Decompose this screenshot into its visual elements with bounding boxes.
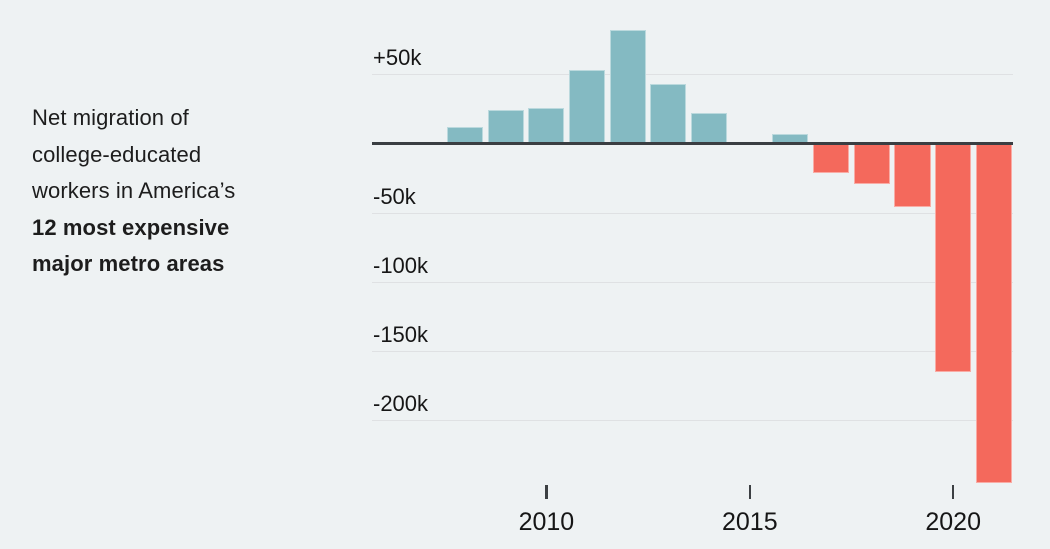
bar-2020 (935, 143, 972, 372)
description-line-4: 12 most expensive (32, 214, 230, 240)
gridline--100k (372, 281, 1013, 283)
description-line-3: workers in America’s (32, 178, 236, 203)
x-tick-2010 (545, 485, 548, 499)
bar-2017 (813, 143, 850, 173)
bar-2018 (853, 143, 890, 184)
bar-2021 (975, 143, 1012, 483)
y-axis-label--50k: -50k (373, 183, 416, 209)
bar-2013 (650, 84, 687, 144)
x-tick-2015 (748, 485, 751, 499)
gridline--200k (372, 420, 1013, 422)
gridline--50k (372, 212, 1013, 214)
x-tick-label-2020: 2020 (925, 508, 981, 536)
y-axis-label--100k: -100k (373, 252, 429, 278)
zero-axis-line (372, 142, 1013, 145)
description-line-2: college-educated (32, 141, 202, 167)
x-tick-2020 (951, 485, 955, 499)
bar-2014 (691, 113, 728, 144)
plot-area: +50k -50k -100k -150k -200k 2010 2015 2020 (372, 0, 1013, 549)
description-line-5: major metro areas (32, 251, 225, 276)
y-axis-label--150k: -150k (373, 322, 429, 348)
gridline-+50k (372, 74, 1013, 76)
bar-2019 (894, 143, 931, 208)
bar-2008 (446, 126, 484, 144)
bar-2009 (487, 110, 524, 144)
gridline--150k (372, 351, 1013, 353)
x-tick-label-2010: 2010 (518, 508, 575, 536)
x-tick-label-2015: 2015 (721, 508, 778, 536)
bar-2012 (609, 30, 646, 144)
bar-2010 (528, 107, 565, 144)
bar-2011 (568, 70, 606, 144)
y-axis-label--200k: -200k (373, 391, 429, 417)
description-line-1: Net migration of (32, 105, 189, 130)
chart-description: Net migration of college-educated worker… (32, 100, 235, 283)
y-axis-label-+50k: +50k (373, 45, 422, 71)
